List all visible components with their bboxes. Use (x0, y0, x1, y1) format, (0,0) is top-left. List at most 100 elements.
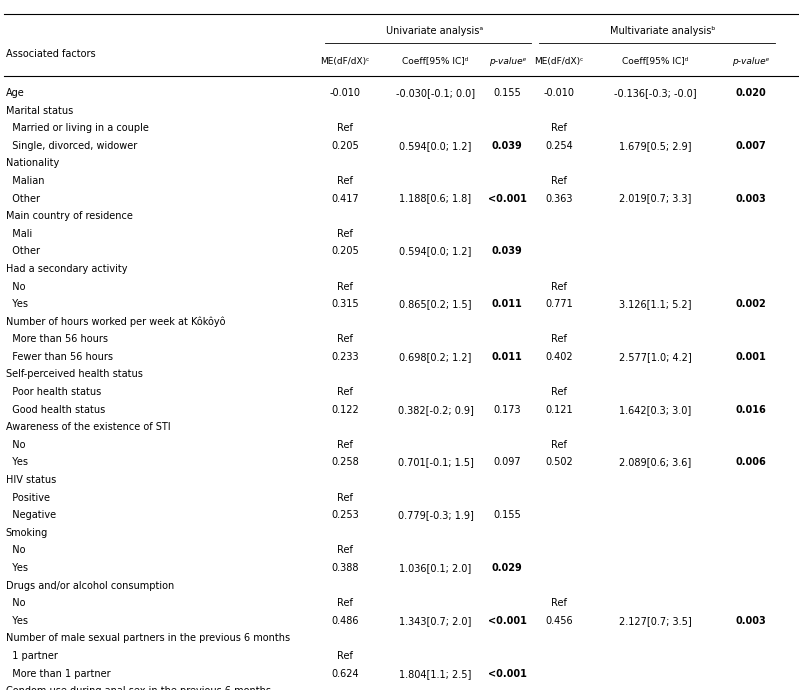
Text: 1.188[0.6; 1.8]: 1.188[0.6; 1.8] (400, 194, 471, 204)
Text: 0.486: 0.486 (332, 616, 359, 626)
Text: 0.254: 0.254 (546, 141, 573, 150)
Text: No: No (6, 440, 25, 450)
Text: Ref: Ref (337, 387, 353, 397)
Text: Yes: Yes (6, 299, 28, 309)
Text: Univariate analysisᵃ: Univariate analysisᵃ (386, 26, 483, 36)
Text: 0.417: 0.417 (332, 194, 359, 204)
Text: Ref: Ref (551, 124, 567, 133)
Text: Number of male sexual partners in the previous 6 months: Number of male sexual partners in the pr… (6, 633, 290, 643)
Text: 0.173: 0.173 (494, 405, 521, 415)
Text: Fewer than 56 hours: Fewer than 56 hours (6, 352, 113, 362)
Text: Ref: Ref (337, 651, 353, 661)
Text: Single, divorced, widower: Single, divorced, widower (6, 141, 137, 150)
Text: Ref: Ref (551, 440, 567, 450)
Text: Other: Other (6, 194, 40, 204)
Text: 0.624: 0.624 (332, 669, 359, 678)
Text: <0.001: <0.001 (488, 616, 527, 626)
Text: 0.001: 0.001 (736, 352, 766, 362)
Text: Main country of residence: Main country of residence (6, 211, 133, 221)
Text: 0.039: 0.039 (492, 141, 523, 150)
Text: Associated factors: Associated factors (6, 49, 95, 59)
Text: 0.402: 0.402 (546, 352, 573, 362)
Text: Yes: Yes (6, 616, 28, 626)
Text: Ref: Ref (337, 282, 353, 291)
Text: Good health status: Good health status (6, 405, 105, 415)
Text: Nationality: Nationality (6, 159, 59, 168)
Text: 1.679[0.5; 2.9]: 1.679[0.5; 2.9] (619, 141, 691, 150)
Text: 0.122: 0.122 (332, 405, 359, 415)
Text: 0.003: 0.003 (736, 194, 766, 204)
Text: Mali: Mali (6, 229, 32, 239)
Text: Had a secondary activity: Had a secondary activity (6, 264, 127, 274)
Text: 0.016: 0.016 (736, 405, 766, 415)
Text: More than 1 partner: More than 1 partner (6, 669, 110, 678)
Text: <0.001: <0.001 (488, 669, 527, 678)
Text: Poor health status: Poor health status (6, 387, 101, 397)
Text: 0.315: 0.315 (332, 299, 359, 309)
Text: 1.036[0.1; 2.0]: 1.036[0.1; 2.0] (400, 563, 471, 573)
Text: 0.011: 0.011 (492, 299, 523, 309)
Text: 0.456: 0.456 (546, 616, 573, 626)
Text: Ref: Ref (551, 282, 567, 291)
Text: 0.258: 0.258 (332, 457, 359, 467)
Text: 0.363: 0.363 (546, 194, 573, 204)
Text: 0.253: 0.253 (332, 511, 359, 520)
Text: 0.388: 0.388 (332, 563, 359, 573)
Text: Ref: Ref (551, 176, 567, 186)
Text: Self-perceived health status: Self-perceived health status (6, 370, 142, 380)
Text: Ref: Ref (337, 335, 353, 344)
Text: No: No (6, 282, 25, 291)
Text: 0.029: 0.029 (492, 563, 523, 573)
Text: Yes: Yes (6, 457, 28, 467)
Text: 0.006: 0.006 (736, 457, 766, 467)
Text: 0.779[-0.3; 1.9]: 0.779[-0.3; 1.9] (398, 511, 473, 520)
Text: No: No (6, 546, 25, 555)
Text: p-valueᵉ: p-valueᵉ (489, 57, 526, 66)
Text: 0.003: 0.003 (736, 616, 766, 626)
Text: 3.126[1.1; 5.2]: 3.126[1.1; 5.2] (619, 299, 691, 309)
Text: Ref: Ref (337, 493, 353, 502)
Text: 0.155: 0.155 (494, 511, 521, 520)
Text: ME(dF/dX)ᶜ: ME(dF/dX)ᶜ (320, 57, 370, 66)
Text: Multivariate analysisᵇ: Multivariate analysisᵇ (610, 26, 716, 36)
Text: 2.127[0.7; 3.5]: 2.127[0.7; 3.5] (618, 616, 692, 626)
Text: ME(dF/dX)ᶜ: ME(dF/dX)ᶜ (535, 57, 584, 66)
Text: -0.010: -0.010 (544, 88, 574, 98)
Text: 1.642[0.3; 3.0]: 1.642[0.3; 3.0] (619, 405, 691, 415)
Text: 0.039: 0.039 (492, 246, 523, 256)
Text: 0.701[-0.1; 1.5]: 0.701[-0.1; 1.5] (398, 457, 473, 467)
Text: Yes: Yes (6, 563, 28, 573)
Text: -0.010: -0.010 (330, 88, 360, 98)
Text: Condom use during anal sex in the previous 6 months: Condom use during anal sex in the previo… (6, 687, 271, 690)
Text: 2.577[1.0; 4.2]: 2.577[1.0; 4.2] (618, 352, 692, 362)
Text: 0.002: 0.002 (736, 299, 766, 309)
Text: 0.155: 0.155 (494, 88, 521, 98)
Text: 0.698[0.2; 1.2]: 0.698[0.2; 1.2] (400, 352, 471, 362)
Text: 2.019[0.7; 3.3]: 2.019[0.7; 3.3] (619, 194, 691, 204)
Text: 0.205: 0.205 (332, 141, 359, 150)
Text: Drugs and/or alcohol consumption: Drugs and/or alcohol consumption (6, 581, 174, 591)
Text: 0.121: 0.121 (546, 405, 573, 415)
Text: <0.001: <0.001 (488, 194, 527, 204)
Text: Other: Other (6, 246, 40, 256)
Text: Coeff[95% IC]ᵈ: Coeff[95% IC]ᵈ (402, 57, 469, 66)
Text: Number of hours worked per week at Kôkôyô: Number of hours worked per week at Kôkôy… (6, 317, 225, 327)
Text: HIV status: HIV status (6, 475, 56, 485)
Text: Coeff[95% IC]ᵈ: Coeff[95% IC]ᵈ (622, 57, 689, 66)
Text: Positive: Positive (6, 493, 50, 502)
Text: Ref: Ref (551, 335, 567, 344)
Text: 0.205: 0.205 (332, 246, 359, 256)
Text: Negative: Negative (6, 511, 56, 520)
Text: Married or living in a couple: Married or living in a couple (6, 124, 149, 133)
Text: Ref: Ref (551, 387, 567, 397)
Text: p-valueᵉ: p-valueᵉ (733, 57, 769, 66)
Text: 0.020: 0.020 (736, 88, 766, 98)
Text: Ref: Ref (337, 176, 353, 186)
Text: Marital status: Marital status (6, 106, 73, 115)
Text: -0.136[-0.3; -0.0]: -0.136[-0.3; -0.0] (614, 88, 697, 98)
Text: 0.233: 0.233 (332, 352, 359, 362)
Text: Ref: Ref (551, 598, 567, 608)
Text: -0.030[-0.1; 0.0]: -0.030[-0.1; 0.0] (396, 88, 475, 98)
Text: Ref: Ref (337, 440, 353, 450)
Text: 0.771: 0.771 (546, 299, 573, 309)
